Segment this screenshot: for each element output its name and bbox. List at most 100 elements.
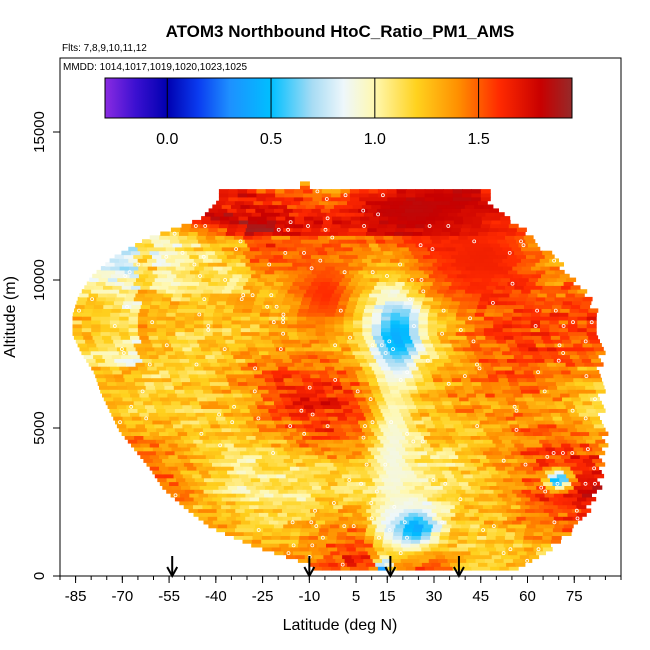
heatmap-cell-2266 bbox=[347, 373, 358, 379]
heatmap-cell-757 bbox=[558, 489, 569, 494]
heatmap-cell-2984 bbox=[315, 323, 326, 329]
heatmap-cell-3326 bbox=[385, 300, 395, 306]
heatmap-cell-4173 bbox=[486, 235, 497, 240]
heatmap-cell-3721 bbox=[115, 269, 126, 275]
heatmap-cell-731 bbox=[315, 489, 326, 494]
heatmap-cell-596 bbox=[319, 500, 330, 506]
sample-markers bbox=[77, 189, 597, 567]
heatmap-cell-4360 bbox=[223, 212, 234, 217]
sample-marker-59 bbox=[199, 431, 204, 436]
heatmap-cell-3489 bbox=[381, 289, 391, 294]
heatmap-cell-3 bbox=[340, 566, 351, 571]
heatmap-cell-3098 bbox=[334, 316, 345, 321]
heatmap-cell-3325 bbox=[375, 300, 386, 306]
heatmap-cell-4031 bbox=[343, 246, 354, 252]
heatmap-cell-2205 bbox=[283, 377, 294, 383]
heatmap-cell-3975 bbox=[243, 250, 253, 256]
heatmap-cell-39 bbox=[468, 562, 479, 567]
heatmap-cell-2583 bbox=[240, 350, 251, 356]
heatmap-cell-3134 bbox=[147, 312, 158, 317]
heatmap-cell-2456 bbox=[86, 358, 97, 363]
heatmap-cell-2136 bbox=[144, 381, 155, 386]
heatmap-cell-465 bbox=[305, 512, 316, 517]
heatmap-cell-908 bbox=[210, 473, 221, 479]
heatmap-cell-226 bbox=[261, 535, 272, 540]
heatmap-cell-4218 bbox=[180, 227, 191, 232]
heatmap-cell-3681 bbox=[213, 273, 224, 279]
heatmap-cell-754 bbox=[530, 489, 541, 494]
heatmap-cell-4026 bbox=[296, 246, 307, 252]
heatmap-cell-2320 bbox=[346, 370, 357, 375]
heatmap-cell-644 bbox=[352, 497, 363, 502]
heatmap-cell-252 bbox=[504, 535, 515, 540]
heatmap-cell-1980 bbox=[195, 393, 206, 398]
heatmap-cell-922 bbox=[341, 473, 352, 479]
heatmap-cell-4309 bbox=[360, 219, 371, 225]
heatmap-cell-2814 bbox=[298, 335, 309, 340]
heatmap-cell-165 bbox=[326, 543, 336, 548]
heatmap-cell-324 bbox=[487, 527, 498, 533]
heatmap-cell-974 bbox=[376, 470, 387, 475]
heatmap-cell-885 bbox=[437, 477, 448, 483]
heatmap-cell-1738 bbox=[410, 412, 421, 417]
heatmap-cell-435 bbox=[413, 516, 424, 521]
heatmap-cell-4086 bbox=[453, 243, 463, 248]
heatmap-cell-1486 bbox=[495, 431, 506, 436]
heatmap-cell-761 bbox=[162, 485, 173, 490]
sample-marker-4 bbox=[398, 551, 403, 555]
heatmap-cell-1409 bbox=[255, 435, 266, 440]
heatmap-cell-2850 bbox=[109, 331, 120, 336]
heatmap-cell-702 bbox=[469, 493, 480, 498]
heatmap-cell-1176 bbox=[439, 454, 450, 459]
heatmap-cell-1545 bbox=[558, 427, 569, 433]
heatmap-cell-3896 bbox=[380, 258, 391, 263]
heatmap-cell-3368 bbox=[264, 296, 275, 302]
heatmap-cell-3156 bbox=[353, 312, 364, 317]
heatmap-cell-2968 bbox=[166, 323, 176, 329]
heatmap-cell-4521 bbox=[331, 193, 342, 198]
sample-marker-133 bbox=[281, 316, 286, 321]
heatmap-cell-1145 bbox=[149, 454, 160, 459]
heatmap-cell-3322 bbox=[347, 300, 358, 306]
heatmap-cell-3926 bbox=[217, 254, 228, 259]
sample-marker-136 bbox=[281, 312, 286, 317]
heatmap-cell-4056 bbox=[172, 243, 183, 248]
heatmap-cell-2962 bbox=[109, 323, 120, 329]
heatmap-cell-1517 bbox=[296, 427, 307, 433]
heatmap-cell-913 bbox=[257, 473, 268, 479]
heatmap-cell-1991 bbox=[298, 393, 309, 398]
heatmap-cell-544 bbox=[239, 504, 250, 510]
heatmap-cell-1136 bbox=[526, 458, 537, 463]
heatmap-cell-349 bbox=[358, 523, 368, 529]
heatmap-cell-3664 bbox=[538, 277, 548, 282]
heatmap-cell-1506 bbox=[193, 427, 204, 433]
heatmap-cell-2019 bbox=[560, 393, 571, 398]
heatmap-cell-2525 bbox=[214, 354, 225, 359]
heatmap-cell-4011 bbox=[156, 246, 167, 252]
heatmap-cell-3557 bbox=[514, 285, 525, 290]
sample-marker-201 bbox=[380, 193, 385, 198]
sample-marker-177 bbox=[234, 247, 239, 252]
heatmap-cell-1472 bbox=[364, 431, 375, 436]
heatmap-cell-4139 bbox=[168, 235, 179, 240]
heatmap-cell-4106 bbox=[244, 239, 255, 244]
heatmap-cell-2917 bbox=[212, 327, 223, 333]
heatmap-cell-3416 bbox=[200, 293, 211, 298]
heatmap-cell-98 bbox=[283, 550, 294, 556]
heatmap-cell-3473 bbox=[231, 289, 242, 294]
heatmap-cell-2436 bbox=[416, 362, 426, 367]
heatmap-cell-2476 bbox=[273, 358, 284, 363]
sample-marker-99 bbox=[194, 362, 199, 367]
sample-marker-95 bbox=[536, 370, 540, 375]
sample-marker-130 bbox=[281, 320, 286, 325]
sample-marker-189 bbox=[193, 224, 198, 228]
heatmap-cell-1730 bbox=[335, 412, 346, 417]
heatmap-cell-4308 bbox=[351, 219, 361, 225]
heatmap-cell-1083 bbox=[492, 462, 503, 467]
heatmap-cell-2373 bbox=[334, 366, 345, 371]
heatmap-cell-3041 bbox=[324, 320, 335, 325]
heatmap-cell-179 bbox=[456, 543, 467, 548]
heatmap-cell-511 bbox=[338, 508, 348, 513]
heatmap-cell-2800 bbox=[167, 335, 178, 340]
heatmap-cell-2249 bbox=[188, 373, 199, 379]
